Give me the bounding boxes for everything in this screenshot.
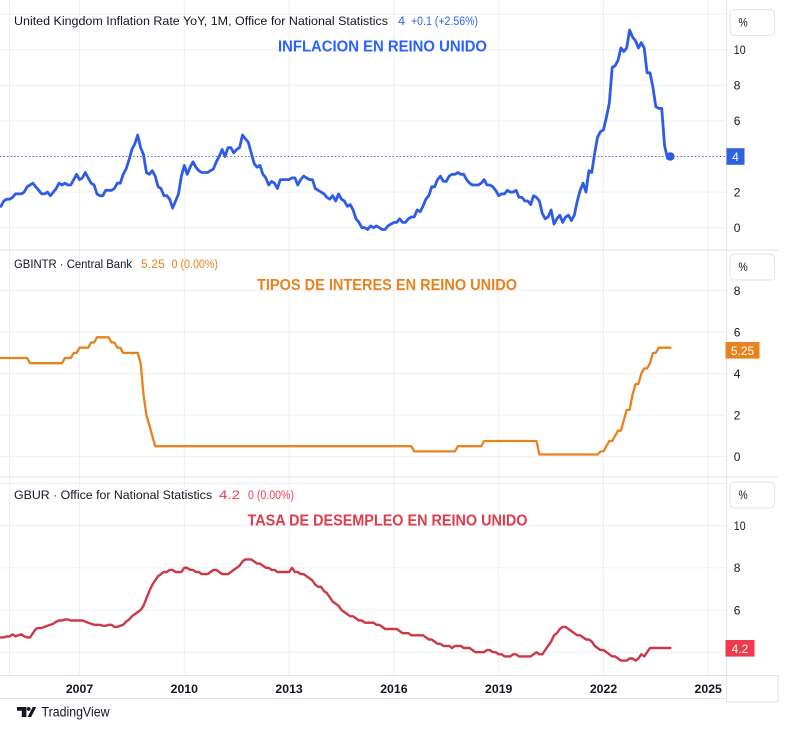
svg-text:6: 6 bbox=[734, 114, 741, 128]
svg-text:10: 10 bbox=[734, 519, 746, 533]
svg-text:GBUR · Office for National Sta: GBUR · Office for National Statistics bbox=[14, 488, 212, 502]
svg-text:GBINTR · Central Bank: GBINTR · Central Bank bbox=[14, 257, 133, 271]
svg-text:4: 4 bbox=[734, 367, 741, 381]
svg-text:TASA DE DESEMPLEO EN REINO UNI: TASA DE DESEMPLEO EN REINO UNIDO bbox=[248, 513, 528, 530]
svg-text:0: 0 bbox=[734, 221, 741, 235]
svg-text:2016: 2016 bbox=[380, 682, 408, 696]
svg-text:10: 10 bbox=[734, 43, 746, 57]
svg-text:2019: 2019 bbox=[485, 682, 513, 696]
svg-text:%: % bbox=[739, 488, 748, 502]
svg-text:2013: 2013 bbox=[275, 682, 303, 696]
svg-text:4: 4 bbox=[398, 14, 405, 28]
svg-text:%: % bbox=[739, 260, 748, 274]
svg-text:4.2: 4.2 bbox=[219, 488, 240, 502]
svg-text:8: 8 bbox=[734, 284, 741, 298]
svg-text:0 (0.00%): 0 (0.00%) bbox=[172, 257, 219, 271]
svg-text:2022: 2022 bbox=[590, 682, 618, 696]
svg-text:6: 6 bbox=[734, 603, 741, 617]
svg-text:0: 0 bbox=[734, 450, 741, 464]
svg-text:5.25: 5.25 bbox=[731, 344, 755, 358]
svg-text:4: 4 bbox=[732, 150, 739, 164]
svg-text:TradingView: TradingView bbox=[42, 705, 110, 720]
svg-text:2: 2 bbox=[734, 408, 741, 422]
svg-text:8: 8 bbox=[734, 561, 741, 575]
svg-text:5.25: 5.25 bbox=[141, 257, 165, 271]
svg-text:8: 8 bbox=[734, 79, 741, 93]
svg-text:0 (0.00%): 0 (0.00%) bbox=[248, 488, 294, 502]
svg-text:TIPOS DE INTERES EN REINO UNID: TIPOS DE INTERES EN REINO UNIDO bbox=[257, 277, 517, 294]
svg-text:4.2: 4.2 bbox=[732, 642, 749, 656]
svg-text:2010: 2010 bbox=[171, 682, 199, 696]
svg-text:United Kingdom Inflation Rate: United Kingdom Inflation Rate YoY, 1M, O… bbox=[14, 14, 388, 28]
svg-text:6: 6 bbox=[734, 325, 741, 339]
svg-text:2025: 2025 bbox=[695, 682, 723, 696]
svg-text:+0.1 (+2.56%): +0.1 (+2.56%) bbox=[411, 14, 478, 28]
svg-text:%: % bbox=[739, 16, 748, 30]
svg-text:INFLACION EN REINO UNIDO: INFLACION EN REINO UNIDO bbox=[278, 39, 487, 56]
svg-text:2007: 2007 bbox=[66, 682, 94, 696]
svg-text:2: 2 bbox=[734, 185, 741, 199]
